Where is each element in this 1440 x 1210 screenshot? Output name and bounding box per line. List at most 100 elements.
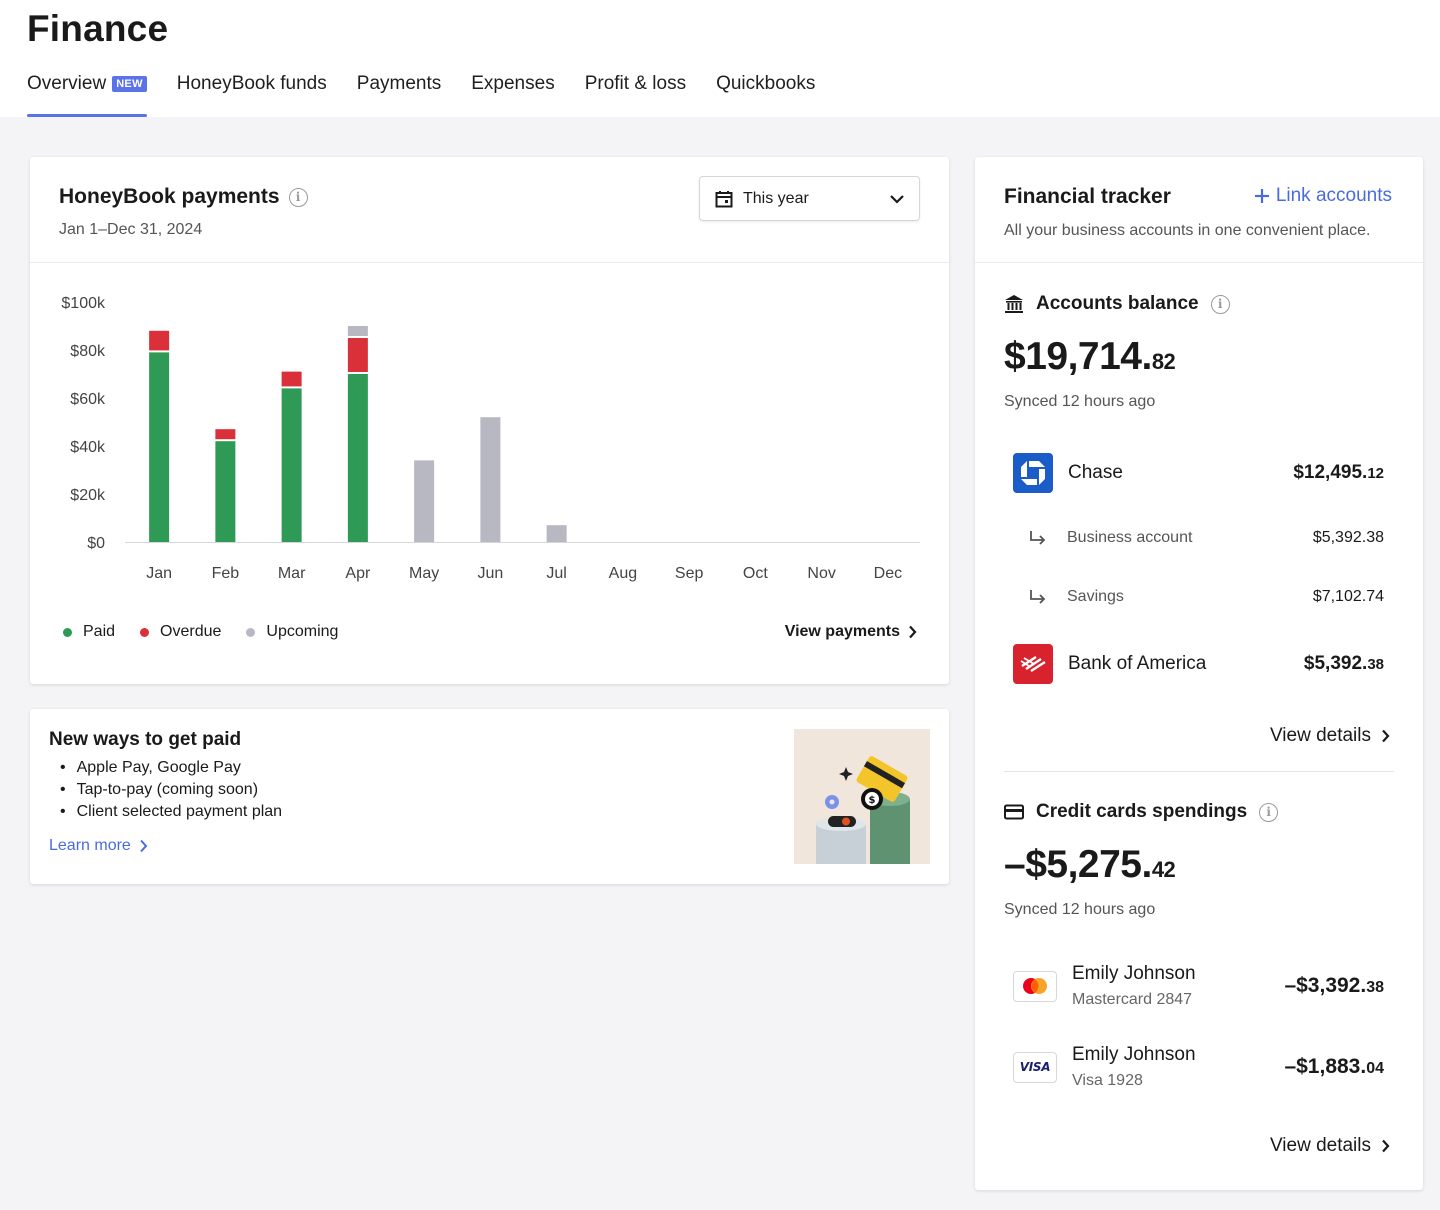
credit-card-icon <box>1004 804 1024 820</box>
payments-title-row: HoneyBook payments i <box>59 185 308 209</box>
tab-payments[interactable]: Payments <box>357 73 441 117</box>
bar-upcoming[interactable] <box>347 326 368 336</box>
y-tick-label: $0 <box>87 535 105 552</box>
amount-cents: 04 <box>1366 1060 1384 1077</box>
payments-title: HoneyBook payments <box>59 185 280 208</box>
credit-card-row-visa[interactable]: VISA Emily Johnson Visa 1928 –$1,883.04 <box>1013 1044 1384 1090</box>
sub-account-row-savings[interactable]: Savings $7,102.74 <box>1013 588 1384 606</box>
accounts-balance-amount: $19,714.82 <box>1004 335 1176 379</box>
info-icon[interactable]: i <box>1210 294 1230 314</box>
bar-overdue[interactable] <box>347 338 368 372</box>
bank-amount: $12,495.12 <box>1293 462 1384 484</box>
card-number: Visa 1928 <box>1072 1072 1143 1089</box>
period-select[interactable]: This year <box>699 176 920 221</box>
card-holder: Emily Johnson <box>1072 1044 1196 1065</box>
learn-more-link[interactable]: Learn more <box>49 837 148 855</box>
bar-overdue[interactable] <box>215 429 236 440</box>
tracker-title: Financial tracker <box>1004 185 1171 208</box>
bar-upcoming[interactable] <box>546 525 567 542</box>
x-tick-label: Oct <box>743 565 768 582</box>
legend-dot <box>246 627 256 637</box>
card-amount: –$1,883.04 <box>1284 1055 1384 1079</box>
tab-label: Expenses <box>471 73 555 94</box>
bank-row-chase[interactable]: Chase $12,495.12 <box>1013 453 1384 493</box>
card-holder: Emily Johnson <box>1072 963 1196 984</box>
chevron-right-icon <box>909 625 917 639</box>
amount-main: –$5,275. <box>1004 843 1152 886</box>
bar-paid[interactable] <box>347 374 368 542</box>
subdirectory-arrow-icon <box>1030 590 1046 604</box>
bar-overdue[interactable] <box>281 371 302 387</box>
payments-bar-chart: $100k $80k $60k $40k $20k $0 Jan Feb Mar Apr May Ju… <box>61 295 920 582</box>
x-tick-label: Apr <box>345 565 371 582</box>
tab-profit-loss[interactable]: Profit & loss <box>585 73 686 117</box>
credit-card-row-mastercard[interactable]: Emily Johnson Mastercard 2847 –$3,392.38 <box>1013 963 1384 1009</box>
accounts-balance-header: Accounts balance i <box>1004 293 1230 315</box>
page-header: Finance Overview NEW HoneyBook funds Paym… <box>0 0 1440 117</box>
learn-more-label: Learn more <box>49 837 131 854</box>
cards-view-details-link[interactable]: View details <box>1270 1135 1390 1157</box>
bar-upcoming[interactable] <box>480 417 501 542</box>
bar-overdue[interactable] <box>149 330 170 351</box>
tab-expenses[interactable]: Expenses <box>471 73 554 117</box>
page-title: Finance <box>27 8 169 49</box>
list-item: Client selected payment plan <box>58 801 282 823</box>
card-info: Emily Johnson Mastercard 2847 <box>1072 963 1284 1009</box>
card-number: Mastercard 2847 <box>1072 991 1193 1008</box>
view-details-label: View details <box>1269 1135 1371 1156</box>
accounts-balance-title: Accounts balance <box>1036 293 1199 314</box>
chevron-right-icon <box>140 839 148 853</box>
tab-honeybook-funds[interactable]: HoneyBook funds <box>177 73 327 117</box>
tab-label: Payments <box>356 73 442 94</box>
amount-cents: 38 <box>1367 656 1384 673</box>
divider <box>30 262 949 263</box>
x-tick-label: Sep <box>675 565 704 582</box>
amount-cents: 12 <box>1367 465 1384 482</box>
chart-legend: Paid Overdue Upcoming <box>63 623 363 641</box>
tab-label: Overview <box>27 73 107 94</box>
tab-overview[interactable]: Overview NEW <box>27 73 147 117</box>
card-amount: –$3,392.38 <box>1284 974 1384 998</box>
tab-quickbooks[interactable]: Quickbooks <box>716 73 815 117</box>
accounts-view-details-link[interactable]: View details <box>1270 725 1390 747</box>
bar-paid[interactable] <box>215 441 236 542</box>
bar-paid[interactable] <box>281 388 302 542</box>
x-tick-label: Jul <box>546 565 566 582</box>
amount-main: $19,714. <box>1004 335 1152 378</box>
y-tick-label: $80k <box>70 343 106 360</box>
account-amount: $7,102.74 <box>1312 588 1384 605</box>
visa-logo-text: VISA <box>1019 1060 1051 1074</box>
bar-upcoming[interactable] <box>414 460 435 542</box>
amount-main: –$1,883. <box>1284 1055 1367 1078</box>
credit-cards-title: Credit cards spendings <box>1036 801 1248 822</box>
info-icon[interactable]: i <box>288 187 308 207</box>
y-tick-label: $100k <box>61 295 106 312</box>
x-tick-label: Mar <box>278 565 306 582</box>
link-accounts-button[interactable]: Link accounts <box>1254 185 1392 207</box>
view-payments-label: View payments <box>784 623 900 640</box>
sub-account-row-business[interactable]: Business account $5,392.38 <box>1013 529 1384 547</box>
get-paid-title: New ways to get paid <box>49 729 242 750</box>
tab-bar: Overview NEW HoneyBook funds Payments Exp… <box>27 73 845 117</box>
account-amount: $5,392.38 <box>1312 529 1384 546</box>
visa-icon: VISA <box>1013 1051 1057 1083</box>
account-name: Savings <box>1067 588 1124 605</box>
credit-cards-header: Credit cards spendings i <box>1004 801 1279 823</box>
legend-upcoming: Upcoming <box>246 623 338 641</box>
info-icon[interactable]: i <box>1259 802 1279 822</box>
legend-dot <box>63 627 72 637</box>
bank-row-bank-of-america[interactable]: Bank of America $5,392.38 <box>1013 644 1384 684</box>
legend-overdue: Overdue <box>140 623 221 641</box>
x-tick-label: Jun <box>477 565 503 582</box>
legend-label: Paid <box>83 623 116 640</box>
bar-paid[interactable] <box>149 352 170 542</box>
divider <box>975 262 1423 263</box>
x-tick-label: May <box>409 565 439 582</box>
legend-label: Overdue <box>160 623 222 640</box>
chevron-right-icon <box>1382 1139 1390 1153</box>
amount-cents: 82 <box>1151 349 1176 374</box>
view-details-label: View details <box>1269 725 1371 746</box>
honeybook-payments-card: HoneyBook payments i Jan 1–Dec 31, 2024 … <box>30 157 949 684</box>
view-payments-link[interactable]: View payments <box>785 623 917 641</box>
amount-main: $12,495. <box>1293 462 1368 483</box>
